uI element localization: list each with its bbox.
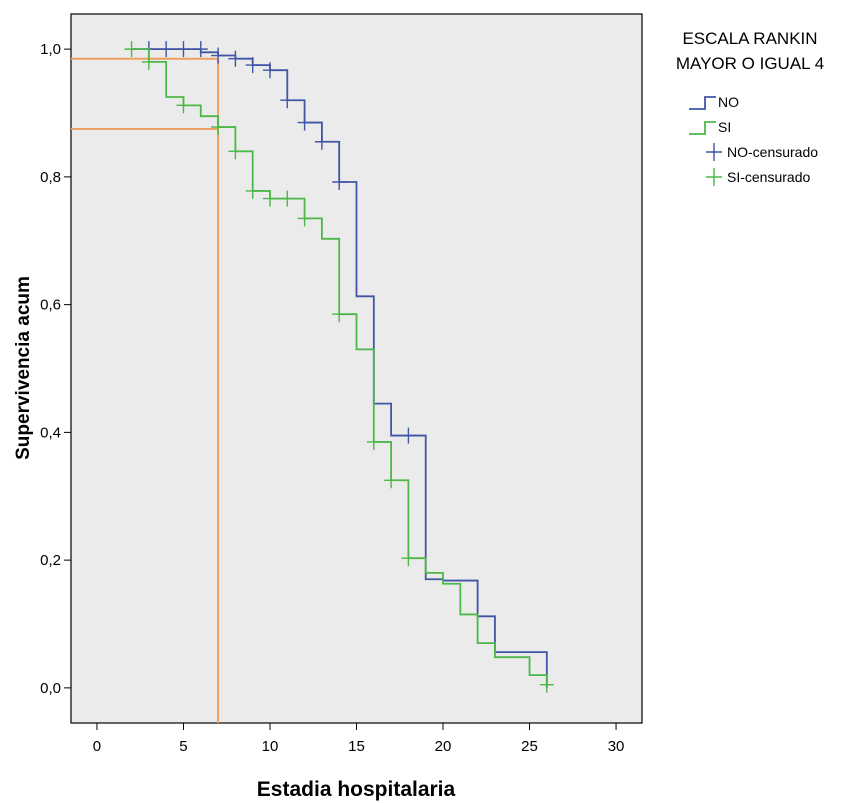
censor-mark-no <box>176 41 191 58</box>
series-layer <box>124 41 554 693</box>
legend-entry: SI-censurado <box>706 168 810 186</box>
censor-mark-si <box>124 41 139 58</box>
censor-mark-no <box>228 50 243 67</box>
x-tick-label: 10 <box>262 738 279 755</box>
y-tick-label: 0,6 <box>40 297 61 314</box>
x-tick-label: 15 <box>348 738 365 755</box>
censor-mark-si <box>228 143 243 160</box>
censor-mark-no <box>314 133 329 150</box>
legend-entry: NO <box>689 94 739 110</box>
y-axis: 0,0 0,2 0,4 0,6 0,8 1,0 <box>40 41 71 697</box>
censor-mark-si <box>280 190 295 207</box>
y-tick-label: 0,4 <box>40 424 61 441</box>
legend-line-swatch <box>689 121 716 135</box>
censor-mark-no <box>280 92 295 109</box>
x-tick-label: 0 <box>93 738 101 755</box>
legend-entry: SI <box>689 119 731 135</box>
censor-mark-si <box>176 97 191 114</box>
legend-line-swatch <box>689 96 716 110</box>
censor-mark-no <box>211 47 226 64</box>
censor-mark-si <box>384 472 399 489</box>
censor-mark-no <box>401 427 416 444</box>
x-tick-label: 25 <box>521 738 538 755</box>
censor-mark-no <box>332 173 347 190</box>
censor-mark-si <box>332 306 347 323</box>
legend-label: NO <box>718 94 739 110</box>
x-axis: 0 5 10 15 20 25 30 <box>93 723 625 755</box>
censor-mark-no <box>193 41 208 58</box>
legend: ESCALA RANKIN MAYOR O IGUAL 4 NO SI NO-censu… <box>676 29 824 186</box>
y-axis-title: Supervivencia acum <box>13 276 34 460</box>
legend-label: SI-censurado <box>727 169 810 185</box>
censor-mark-si <box>211 119 226 136</box>
legend-cross-swatch <box>706 143 722 161</box>
series-line-si <box>131 48 548 685</box>
annotation-lines <box>71 57 220 723</box>
censor-mark-no <box>245 57 260 74</box>
legend-cross-swatch <box>706 168 722 186</box>
legend-title-line: ESCALA RANKIN <box>682 29 817 48</box>
censor-mark-si <box>401 550 416 567</box>
y-tick-label: 0,0 <box>40 680 61 697</box>
legend-label: SI <box>718 119 731 135</box>
plot-area <box>70 13 643 724</box>
censor-mark-no <box>297 114 312 131</box>
censor-mark-si <box>297 210 312 227</box>
legend-entry: NO-censurado <box>706 143 818 161</box>
legend-title-line: MAYOR O IGUAL 4 <box>676 54 824 73</box>
censor-mark-si <box>262 190 277 207</box>
censor-mark-si <box>141 53 156 70</box>
censor-mark-si <box>539 676 554 693</box>
x-axis-title: Estadia hospitalaria <box>257 778 456 801</box>
censor-mark-si <box>366 433 381 450</box>
censor-mark-no <box>262 62 277 79</box>
legend-label: NO-censurado <box>727 144 818 160</box>
y-tick-label: 0,2 <box>40 552 61 569</box>
censor-mark-no <box>159 41 174 58</box>
x-tick-label: 5 <box>179 738 187 755</box>
y-tick-label: 0,8 <box>40 169 61 186</box>
y-tick-label: 1,0 <box>40 41 61 58</box>
x-tick-label: 20 <box>435 738 452 755</box>
x-tick-label: 30 <box>608 738 625 755</box>
censor-mark-si <box>245 182 260 199</box>
